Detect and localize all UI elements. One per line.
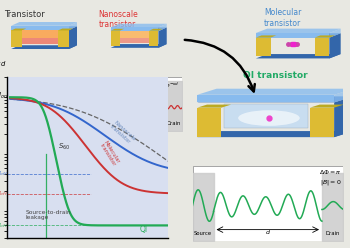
Text: QI: QI	[140, 225, 148, 234]
Text: $I_{sd}$: $I_{sd}$	[0, 55, 7, 69]
Text: $I_{on}$: $I_{on}$	[0, 91, 8, 101]
Polygon shape	[197, 96, 350, 102]
Polygon shape	[315, 38, 329, 56]
Polygon shape	[22, 31, 58, 38]
Polygon shape	[256, 33, 341, 38]
Polygon shape	[11, 31, 22, 47]
Text: Source-to-drain
leakage: Source-to-drain leakage	[26, 210, 71, 220]
Polygon shape	[159, 27, 167, 48]
Text: Nanoscale
transistor: Nanoscale transistor	[110, 120, 137, 146]
Text: Nanoscale
transistor: Nanoscale transistor	[98, 10, 138, 29]
Polygon shape	[11, 26, 69, 30]
Polygon shape	[58, 31, 69, 47]
Polygon shape	[111, 31, 120, 46]
Polygon shape	[149, 31, 159, 46]
Text: Drain: Drain	[325, 231, 340, 236]
Polygon shape	[197, 105, 231, 108]
Polygon shape	[310, 108, 334, 137]
Text: Source: Source	[104, 121, 122, 126]
Text: Molecular
transistor: Molecular transistor	[99, 140, 121, 167]
Polygon shape	[310, 105, 344, 108]
Polygon shape	[69, 22, 77, 30]
Polygon shape	[159, 24, 167, 31]
Polygon shape	[111, 28, 159, 31]
Polygon shape	[11, 22, 77, 26]
Text: $|E| \propto e^{-\kappa d}$: $|E| \propto e^{-\kappa d}$	[151, 81, 180, 91]
Polygon shape	[22, 31, 58, 44]
Text: Drain: Drain	[166, 121, 181, 126]
Text: $I_{off}$: $I_{off}$	[0, 189, 8, 198]
Text: Source: Source	[194, 231, 212, 236]
Polygon shape	[149, 29, 162, 31]
Polygon shape	[111, 44, 167, 48]
Text: $I_{off}$: $I_{off}$	[0, 221, 8, 230]
Polygon shape	[69, 26, 77, 49]
Polygon shape	[111, 27, 167, 31]
Polygon shape	[120, 31, 149, 38]
Polygon shape	[256, 29, 341, 33]
Polygon shape	[111, 24, 167, 28]
Polygon shape	[11, 45, 77, 49]
Polygon shape	[120, 31, 149, 43]
Polygon shape	[315, 35, 335, 38]
Polygon shape	[11, 29, 26, 31]
Text: $|B| = 0$: $|B| = 0$	[320, 178, 342, 187]
Polygon shape	[334, 89, 350, 102]
Text: QI transistor: QI transistor	[243, 71, 308, 80]
Text: $d$: $d$	[140, 116, 147, 124]
Text: Molecular
transistor: Molecular transistor	[264, 8, 302, 28]
Polygon shape	[256, 35, 276, 38]
Text: $I_{off}$: $I_{off}$	[0, 169, 8, 178]
Polygon shape	[334, 96, 350, 137]
Text: $S_{60}$: $S_{60}$	[57, 142, 70, 152]
Polygon shape	[329, 29, 341, 38]
Polygon shape	[256, 38, 271, 56]
Polygon shape	[58, 29, 73, 31]
Text: Transistor: Transistor	[4, 10, 44, 19]
Polygon shape	[329, 33, 341, 59]
Polygon shape	[197, 131, 350, 137]
Polygon shape	[11, 26, 77, 30]
Polygon shape	[224, 104, 308, 128]
Polygon shape	[111, 29, 124, 31]
Polygon shape	[197, 95, 334, 102]
Polygon shape	[197, 89, 350, 95]
Polygon shape	[256, 54, 341, 59]
Text: $d$: $d$	[265, 228, 271, 236]
Text: $\Delta\Phi = \pi$: $\Delta\Phi = \pi$	[319, 168, 342, 176]
Ellipse shape	[238, 110, 300, 126]
Polygon shape	[197, 108, 222, 137]
Polygon shape	[256, 33, 329, 38]
